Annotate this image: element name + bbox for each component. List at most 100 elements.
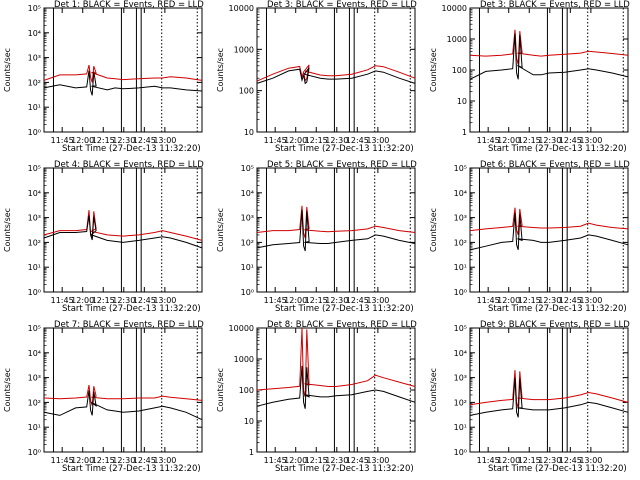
y-axis-label: Counts/sec xyxy=(3,208,12,252)
y-tick-label: 10¹ xyxy=(28,423,41,432)
x-tick-label: 13:00 xyxy=(153,296,176,305)
plot-frame xyxy=(43,167,203,293)
x-tick-label: 12:15 xyxy=(305,136,328,145)
detector-plot: 10⁰ 10¹ 10² 10³ 10⁴ 10⁵ 11:4512:0012:1512:3012… xyxy=(3,324,203,465)
y-tick-label: 10² xyxy=(454,398,467,407)
plot-frame xyxy=(43,7,203,133)
detector-panel: 10⁰ 10¹ 10² 10³ 10⁴ 10⁵ 11:45 12:00 12:15 12:30 12… xyxy=(426,320,639,480)
x-tick-label: 12:15 xyxy=(518,136,541,145)
series-lld xyxy=(469,370,629,409)
y-tick-label: 10³ xyxy=(454,374,467,383)
detector-plot: 10⁰ 10¹ 10² 10³ 10⁴ 10⁵ 11:4512:0012:1512:3012… xyxy=(3,164,203,305)
y-tick-label: 10¹ xyxy=(241,263,254,272)
detector-panel: 10⁰ 10¹ 10² 10³ 10⁴ 10⁵ 11:45 12:00 12:15 12:30 12… xyxy=(0,320,213,480)
x-tick-label: 12:30 xyxy=(112,136,135,145)
x-tick-label: 13:00 xyxy=(153,136,176,145)
plot-frame xyxy=(256,167,416,293)
y-tick-label: 100 xyxy=(452,66,467,75)
x-tick-label: 12:45 xyxy=(133,296,156,305)
x-axis-label: Start Time (27-Dec-13 11:32:20) xyxy=(275,304,414,314)
y-tick-label: 10⁵ xyxy=(241,164,254,173)
plot-frame xyxy=(43,327,203,453)
x-tick-label: 12:00 xyxy=(71,296,94,305)
x-tick-label: 12:30 xyxy=(538,136,561,145)
y-tick-label: 10⁵ xyxy=(28,324,41,333)
x-tick-label: 12:00 xyxy=(497,296,520,305)
y-tick-label: 10000 xyxy=(229,324,254,333)
series-lld xyxy=(469,29,629,65)
y-tick-label: 10⁴ xyxy=(454,349,467,358)
detector-plot: 1 10 100 1000 10000 11:4512:0012:1512:3012:45… xyxy=(216,324,416,465)
series-events xyxy=(469,377,629,418)
y-tick-label: 100 xyxy=(239,87,254,96)
detector-plot: 10⁰ 10¹ 10² 10³ 10⁴ 10⁵ 11:4512:0012:1512:3012… xyxy=(216,164,416,305)
x-tick-label: 11:45 xyxy=(51,296,74,305)
x-tick-label: 12:45 xyxy=(346,456,369,465)
series-events xyxy=(256,365,416,409)
x-tick-label: 12:00 xyxy=(284,296,307,305)
x-tick-label: 12:30 xyxy=(112,296,135,305)
x-axis-label: Start Time (27-Dec-13 11:32:20) xyxy=(488,304,627,314)
x-tick-label: 12:15 xyxy=(518,456,541,465)
y-tick-label: 10⁵ xyxy=(28,4,41,13)
x-tick-label: 12:15 xyxy=(305,296,328,305)
y-tick-label: 10⁰ xyxy=(28,128,41,137)
x-axis-label: Start Time (27-Dec-13 11:32:20) xyxy=(488,464,627,474)
x-axis-label: Start Time (27-Dec-13 11:32:20) xyxy=(62,144,201,154)
y-tick-label: 10² xyxy=(241,238,254,247)
y-axis-label: Counts/sec xyxy=(216,368,225,412)
y-tick-label: 1000 xyxy=(234,355,254,364)
x-tick-label: 12:00 xyxy=(71,456,94,465)
detector-panel: 1 10 100 1000 10000 11:45 12:00 12:15 12:30 12:45… xyxy=(213,320,426,480)
panel-title: Det 3: BLACK = Events, RED = LLD xyxy=(480,0,630,10)
x-tick-label: 12:30 xyxy=(538,296,561,305)
x-axis-label: Start Time (27-Dec-13 11:32:20) xyxy=(62,304,201,314)
y-tick-label: 10 xyxy=(244,128,254,137)
plot-frame xyxy=(469,167,629,293)
panel-title: Det 3: BLACK = Events, RED = LLD xyxy=(267,0,417,10)
series-events xyxy=(43,390,203,421)
plot-frame xyxy=(469,327,629,453)
x-tick-label: 13:00 xyxy=(579,296,602,305)
x-tick-label: 11:45 xyxy=(477,136,500,145)
y-tick-label: 10⁴ xyxy=(28,189,41,198)
y-axis-label: Counts/sec xyxy=(429,48,438,92)
y-tick-label: 100 xyxy=(239,386,254,395)
detector-panel: 10⁰ 10¹ 10² 10³ 10⁴ 10⁵ 11:45 12:00 12:15 12:30 12… xyxy=(213,160,426,320)
series-events xyxy=(256,210,416,252)
x-tick-label: 13:00 xyxy=(153,456,176,465)
detector-plot: 10⁰ 10¹ 10² 10³ 10⁴ 10⁵ 11:4512:0012:1512:3012… xyxy=(429,324,629,465)
y-tick-label: 10⁴ xyxy=(28,349,41,358)
y-tick-label: 10⁰ xyxy=(28,448,41,457)
x-tick-label: 12:30 xyxy=(325,136,348,145)
y-tick-label: 10⁰ xyxy=(454,288,467,297)
x-tick-label: 11:45 xyxy=(477,456,500,465)
y-tick-label: 10¹ xyxy=(28,263,41,272)
x-tick-label: 12:45 xyxy=(559,136,582,145)
x-tick-label: 12:30 xyxy=(325,456,348,465)
y-tick-label: 10⁵ xyxy=(454,324,467,333)
series-events xyxy=(43,70,203,96)
x-tick-label: 12:00 xyxy=(71,136,94,145)
detector-panel: 10⁰ 10¹ 10² 10³ 10⁴ 10⁵ 11:45 12:00 12:15 12:30 12… xyxy=(426,160,639,320)
y-tick-label: 1 xyxy=(249,448,254,457)
x-tick-label: 12:30 xyxy=(112,456,135,465)
y-axis-label: Counts/sec xyxy=(429,208,438,252)
y-axis-label: Counts/sec xyxy=(3,368,12,412)
y-tick-label: 10¹ xyxy=(454,263,467,272)
series-lld xyxy=(469,207,629,236)
plot-frame xyxy=(469,7,629,133)
series-events xyxy=(256,67,416,85)
series-events xyxy=(43,215,203,249)
series-lld xyxy=(256,64,416,82)
y-tick-label: 10⁰ xyxy=(241,288,254,297)
y-axis-label: Counts/sec xyxy=(3,48,12,92)
x-tick-label: 12:45 xyxy=(559,456,582,465)
x-tick-label: 12:00 xyxy=(284,456,307,465)
y-tick-label: 10² xyxy=(28,238,41,247)
x-tick-label: 12:45 xyxy=(346,136,369,145)
x-axis-label: Start Time (27-Dec-13 11:32:20) xyxy=(488,144,627,154)
y-tick-label: 10000 xyxy=(229,4,254,13)
detector-panel: 10⁰ 10¹ 10² 10³ 10⁴ 10⁵ 11:45 12:00 12:15 12:30 12… xyxy=(0,0,213,160)
x-axis-label: Start Time (27-Dec-13 11:32:20) xyxy=(275,144,414,154)
